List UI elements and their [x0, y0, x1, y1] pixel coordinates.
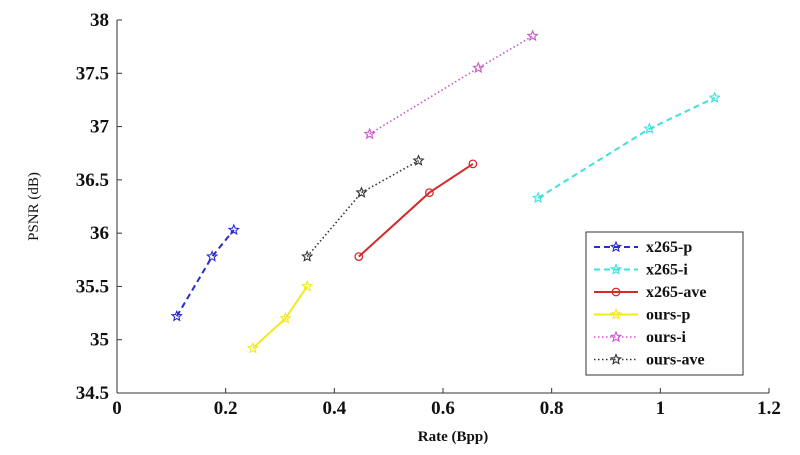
- series-line-x265-ave: [358, 163, 474, 258]
- x-tick-label: 0.6: [431, 398, 455, 419]
- legend-swatch-marker: [609, 353, 623, 365]
- data-point-ours-i: [363, 127, 376, 140]
- series-line-x265-p: [175, 229, 235, 317]
- legend-swatch-marker: [609, 240, 623, 253]
- data-point-x265-i: [708, 91, 721, 103]
- data-point-x265-p: [227, 223, 240, 236]
- series-line-x265-i: [537, 96, 716, 199]
- y-tick-label: 35: [90, 330, 109, 351]
- y-tick-label: 35.5: [76, 276, 109, 297]
- x-tick-label: 0.4: [322, 398, 346, 419]
- y-tick-label: 37.5: [76, 63, 109, 84]
- legend-box: [585, 231, 744, 376]
- series-ours-p: [246, 279, 314, 354]
- legend-label: ours-ave: [646, 352, 705, 369]
- x-tick-label: 0.2: [214, 398, 238, 419]
- legend-swatch-marker: [609, 330, 623, 343]
- legend-swatch-marker: [611, 287, 621, 297]
- data-point-ours-ave: [301, 250, 314, 262]
- legend-label: x265-p: [646, 239, 692, 256]
- legend-item-ours-ave: ours-ave: [594, 352, 705, 369]
- data-point-x265-ave: [354, 252, 364, 261]
- legend-item-ours-p: ours-p: [594, 307, 691, 324]
- y-tick-label: 38: [90, 10, 109, 31]
- y-tick-label: 34.5: [76, 383, 109, 404]
- data-point-ours-i: [472, 61, 485, 74]
- x-tick-label: 0: [112, 398, 122, 419]
- legend-label: x265-ave: [646, 284, 706, 301]
- x-axis-label: Rate (Bpp): [418, 429, 488, 445]
- series-x265-i: [531, 91, 721, 204]
- y-ticks: 34.5 35 35.5 36 36.5 37 37.5 38: [76, 10, 122, 404]
- legend: x265-p x265-i x265-ave ours-p ours-i ours-ave: [585, 231, 744, 376]
- data-point-x265-ave: [468, 159, 478, 169]
- legend-item-x265-p: x265-p: [594, 239, 692, 256]
- data-point-x265-i: [643, 122, 656, 134]
- data-point-ours-p: [246, 341, 259, 354]
- series-line-ours-p: [252, 285, 309, 349]
- legend-label: ours-i: [646, 329, 687, 346]
- data-point-ours-p: [301, 279, 314, 292]
- data-point-x265-p: [170, 309, 183, 322]
- data-point-ours-i: [526, 29, 539, 42]
- legend-label: ours-p: [646, 307, 691, 324]
- x-ticks: 0 0.2 0.4 0.6 0.8 1 1.2: [112, 388, 781, 419]
- y-tick-label: 36.5: [76, 170, 109, 191]
- legend-label: x265-i: [646, 262, 688, 279]
- data-point-ours-p: [279, 311, 292, 324]
- legend-swatch-marker: [609, 263, 623, 275]
- data-point-x265-p: [205, 250, 219, 262]
- x-tick-label: 1.2: [757, 398, 781, 419]
- data-point-x265-ave: [425, 188, 434, 198]
- x-tick-label: 1: [656, 398, 666, 419]
- series-ours-i: [363, 29, 539, 140]
- y-axis-label: PSNR (dB): [26, 172, 42, 241]
- series-layer: [170, 29, 721, 354]
- series-x265-p: [170, 223, 240, 322]
- data-point-ours-ave: [355, 186, 368, 198]
- series-line-ours-ave: [306, 160, 419, 258]
- legend-item-x265-i: x265-i: [594, 262, 688, 279]
- series-ours-ave: [301, 154, 425, 262]
- legend-item-x265-ave: x265-ave: [594, 284, 706, 301]
- y-tick-label: 37: [90, 117, 110, 138]
- data-point-ours-ave: [412, 154, 425, 166]
- series-line-ours-i: [369, 35, 534, 135]
- data-point-x265-i: [531, 191, 545, 204]
- series-x265-ave: [354, 159, 478, 261]
- y-tick-label: 36: [90, 223, 109, 244]
- legend-swatch-marker: [609, 308, 623, 320]
- x-tick-label: 0.8: [540, 398, 564, 419]
- legend-item-ours-i: ours-i: [594, 329, 687, 346]
